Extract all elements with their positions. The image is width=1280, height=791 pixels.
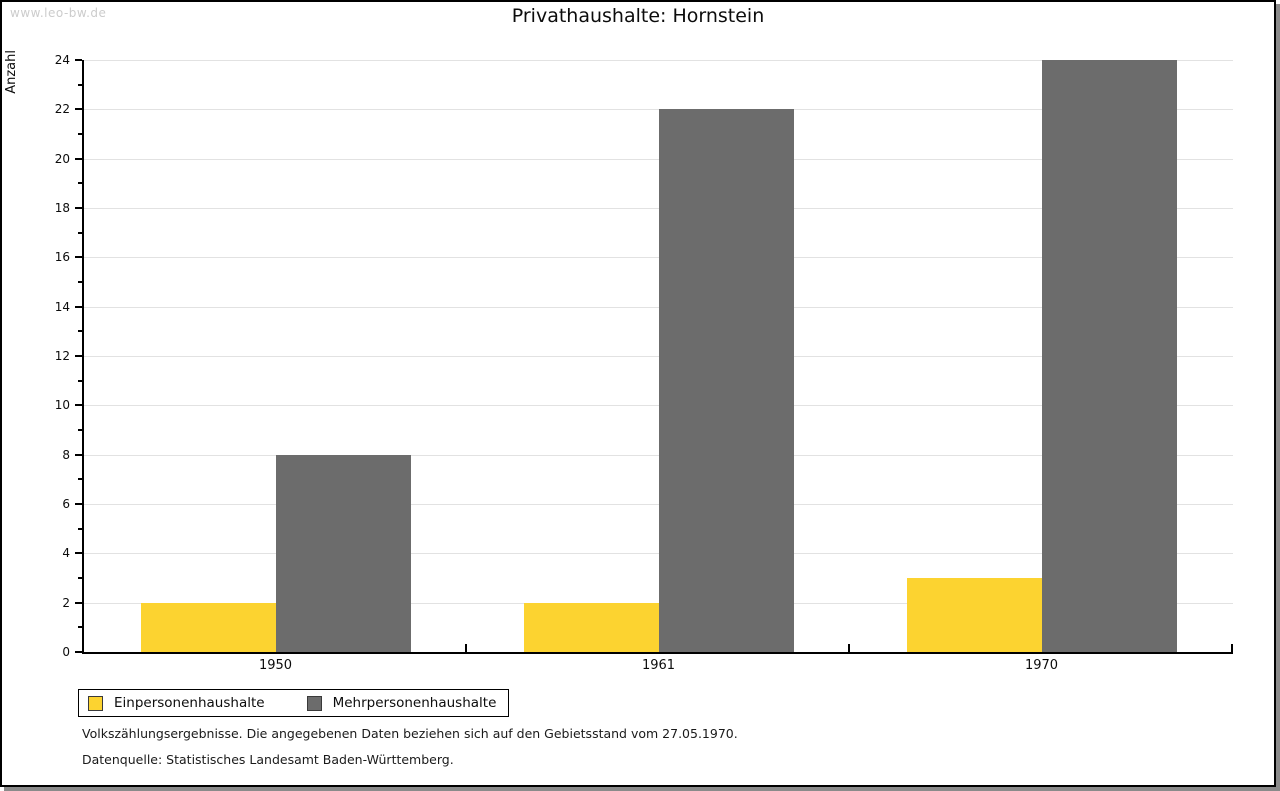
y-tick-label-12: 12 [54,349,70,363]
legend-item-einpersonenhaushalte: Einpersonenhaushalte [88,695,265,711]
x-tick-label-1950: 1950 [258,658,293,673]
y-tick-16 [75,256,82,259]
legend-label: Mehrpersonenhaushalte [332,695,497,711]
chart-title: Privathaushalte: Hornstein [511,5,765,27]
footnote-data-source: Datenquelle: Statistisches Landesamt Bad… [82,752,454,767]
y-tick-label-20: 20 [54,151,70,166]
y-tick-label-8: 8 [62,447,70,462]
legend-swatch-icon [306,695,322,711]
y-tick-12 [75,355,82,357]
bar-mehrpersonenhaushalte-1961 [658,109,794,652]
y-tick-8 [75,453,82,456]
y-tick-7 [78,478,82,481]
gridline-24 [84,60,1233,61]
y-tick-11 [78,379,82,382]
y-tick-13 [78,330,82,333]
y-tick-20 [75,157,82,160]
y-axis-title: Anzahl [4,50,19,94]
legend: Einpersonenhaushalte Mehrpersonenhaushalt… [78,689,510,717]
bar-einpersonenhaushalte-1961 [523,602,659,652]
bar-mehrpersonenhaushalte-1950 [275,454,411,652]
x-boundary-tick-3 [1231,644,1233,652]
y-tick-3 [78,577,82,579]
x-tick-label-1970: 1970 [1024,658,1059,673]
y-tick-17 [78,231,82,234]
footnote-source-note: Volkszählungsergebnisse. Die angegebenen… [82,726,738,741]
y-tick-label-0: 0 [62,645,70,659]
watermark-url: www.leo-bw.de [10,6,107,20]
y-tick-4 [75,552,82,555]
plot-area: 0 2 4 6 8 10 12 14 16 18 20 22 24 1950 1961 1970 [55,53,1233,673]
y-tick-label-24: 24 [54,53,70,67]
y-tick-23 [78,83,82,86]
legend-label: Einpersonenhaushalte [114,695,265,711]
bar-einpersonenhaushalte-1970 [906,578,1042,652]
y-tick-9 [78,429,82,431]
x-boundary-tick-2 [848,644,850,652]
bar-einpersonenhaushalte-1950 [140,602,276,652]
y-tick-label-14: 14 [54,299,70,314]
legend-item-mehrpersonenhaushalte: Mehrpersonenhaushalte [306,695,497,711]
y-tick-label-4: 4 [62,546,70,561]
y-tick-label-2: 2 [62,595,70,610]
y-tick-14 [75,305,82,308]
y-tick-label-22: 22 [54,102,70,117]
y-tick-label-10: 10 [54,398,70,413]
bar-mehrpersonenhaushalte-1970 [1041,60,1177,652]
x-tick-label-1961: 1961 [641,658,676,673]
y-tick-21 [78,133,82,135]
y-tick-18 [75,207,82,209]
y-tick-15 [78,281,82,283]
y-tick-0 [75,651,82,653]
y-tick-22 [75,108,82,111]
y-tick-label-16: 16 [54,250,70,265]
y-tick-label-6: 6 [62,497,70,511]
y-tick-2 [75,601,82,604]
y-tick-label-18: 18 [54,201,70,215]
y-tick-5 [78,527,82,530]
x-boundary-tick-1 [465,644,467,652]
y-tick-19 [78,182,82,185]
y-tick-6 [75,503,82,505]
y-tick-24 [75,59,82,61]
y-tick-1 [78,626,82,629]
y-tick-10 [75,404,82,407]
legend-swatch-icon [88,695,103,711]
